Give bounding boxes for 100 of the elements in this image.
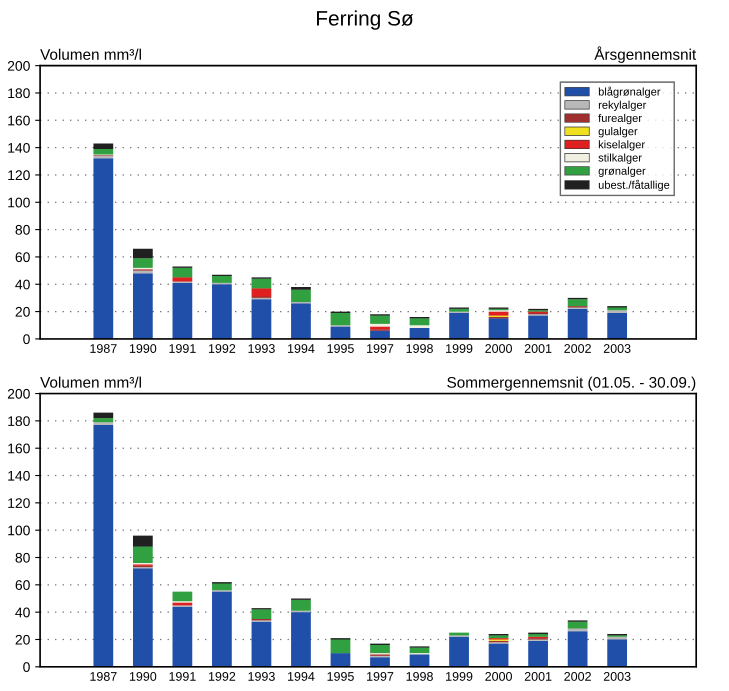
bar [568,628,588,632]
x-tick-label: 2001 [524,344,552,353]
bar [370,326,390,330]
bar [93,418,114,422]
bar [528,640,548,667]
x-tick-label: 1992 [208,672,236,681]
x-tick-label: 1991 [169,344,196,353]
bar [607,307,628,310]
legend-label: stilkalger [598,153,642,164]
y-tick-label: 60 [16,580,30,590]
bar [330,326,350,339]
legend-label: kiselalger [598,140,645,151]
x-tick-label: 1999 [446,672,472,681]
bar [488,644,508,667]
bar [172,268,192,278]
bar [607,636,628,640]
x-tick-label: 2001 [524,672,552,681]
x-tick-label: 2003 [604,344,631,353]
legend-label: rekylalger [598,100,646,112]
y-tick-label: 140 [8,470,30,481]
x-tick-label: 1993 [248,344,275,353]
bar [212,583,232,590]
bar [528,316,548,339]
bar [410,325,430,328]
bar [330,639,350,654]
bar [252,288,272,297]
bar [410,654,430,667]
bar [330,653,350,667]
y-tick-label: 180 [8,416,30,426]
bar [410,328,430,339]
x-tick-label: 1991 [169,672,196,681]
y-tick-label: 80 [16,552,30,563]
y-tick-label: 120 [8,498,30,508]
y-tick-label: 100 [8,198,30,208]
y-tick-label: 60 [16,252,30,262]
y-tick-label: 80 [16,224,30,235]
bar [93,424,114,667]
y-tick-label: 0 [23,662,30,672]
x-tick-label: 1995 [328,344,354,353]
bar [93,156,114,159]
bar [291,303,311,339]
bar [132,270,153,274]
x-tick-label: 2002 [564,672,591,681]
legend-label: furealger [598,114,642,124]
bar [488,318,508,339]
bar [172,282,192,339]
x-tick-label: 2002 [564,344,591,353]
bar [449,312,469,339]
legend-label: gulalger [598,127,638,138]
y-tick-label: 200 [8,388,30,399]
bar [528,634,548,637]
bar [291,600,311,611]
bar [607,639,628,667]
bar [93,158,114,339]
x-tick-label: 2000 [485,672,512,681]
x-tick-label: 1987 [90,672,117,681]
bar [252,299,272,339]
y-axis-title: Volumen mm³/l [40,376,141,388]
x-tick-label: 1995 [328,672,354,681]
bar [132,546,153,563]
y-axis-title: Volumen mm³/l [40,48,141,60]
y-tick-label: 40 [15,607,30,618]
y-tick-label: 100 [8,526,30,536]
y-tick-label: 40 [15,280,30,290]
bar [370,324,390,327]
bar [132,536,153,547]
bar [449,308,469,312]
bar [93,422,114,425]
bar [291,286,311,290]
x-tick-label: 1994 [288,672,314,681]
bar [449,632,469,636]
bar [449,636,469,667]
bar [291,612,311,667]
bar [172,592,192,602]
chart-title: Ferring Sø [317,10,414,30]
bar [172,277,192,282]
x-tick-label: 1993 [248,672,275,681]
y-tick-label: 120 [8,170,30,180]
x-tick-label: 1990 [130,344,156,353]
bar [212,592,232,667]
x-tick-label: 1994 [288,344,314,353]
x-tick-label: 2003 [604,672,631,681]
x-tick-label: 1998 [406,672,433,681]
bar [607,310,628,313]
y-tick-label: 180 [8,88,30,98]
legend-label: grønalger [598,166,646,178]
bar [488,635,508,638]
bar [93,412,114,418]
x-tick-label: 1998 [406,344,433,353]
x-tick-label: 1997 [367,344,394,353]
y-tick-label: 160 [8,116,30,126]
bar [93,148,114,154]
x-tick-label: 1997 [367,672,394,681]
bar [330,312,350,326]
bar [212,284,232,339]
bar [410,318,430,326]
x-tick-label: 1987 [90,344,117,353]
chart-subtitle: Sommergennemsnit (01.05. - 30.09.) [447,376,696,391]
y-tick-label: 140 [8,142,30,153]
y-tick-label: 0 [23,334,30,344]
